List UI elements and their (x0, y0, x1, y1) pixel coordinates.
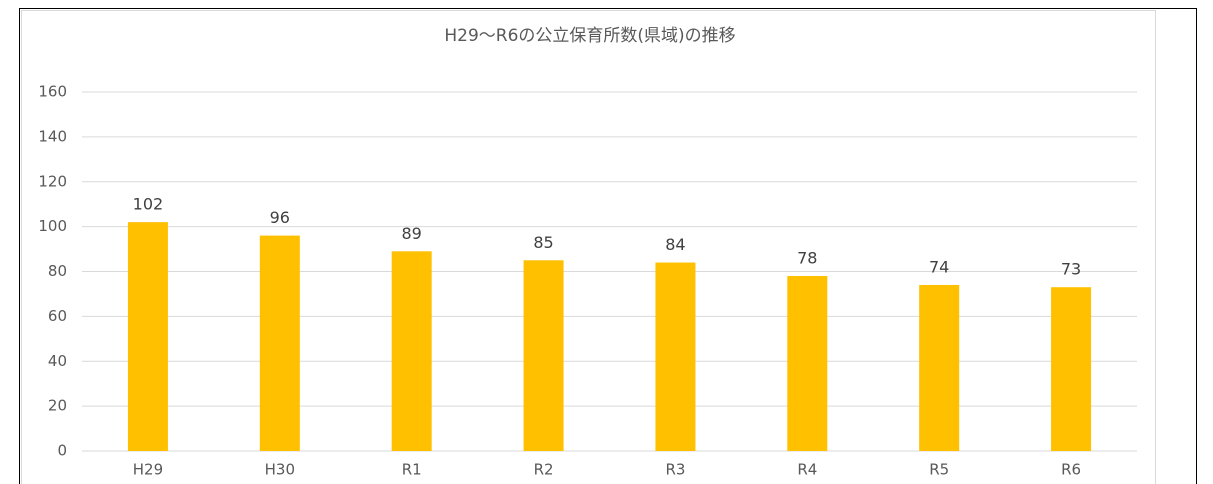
chart-frame (21, 10, 1156, 484)
y-tick-label: 160 (38, 83, 67, 101)
bar (127, 222, 168, 451)
data-label: 102 (133, 195, 164, 214)
data-label: 73 (1061, 260, 1081, 279)
y-tick-label: 100 (38, 217, 67, 235)
y-tick-label: 0 (57, 442, 67, 460)
x-tick-label: R2 (534, 461, 554, 479)
bar (1051, 287, 1092, 451)
bar (787, 275, 828, 451)
y-tick-label: 80 (48, 262, 67, 280)
x-tick-label: R3 (665, 461, 685, 479)
bar (391, 251, 432, 451)
y-tick-label: 120 (38, 172, 67, 190)
data-label: 84 (665, 235, 685, 254)
x-tick-label: R1 (402, 461, 422, 479)
y-tick-label: 20 (48, 397, 67, 415)
bar (259, 235, 300, 451)
outer-frame (19, 8, 1197, 484)
x-tick-label: H30 (265, 461, 295, 479)
data-label: 96 (270, 208, 290, 227)
x-tick-label: R4 (797, 461, 817, 479)
data-label: 74 (929, 257, 949, 276)
chart-title: H29〜R6の公立保育所数(県域)の推移 (444, 26, 735, 46)
bar (655, 262, 696, 451)
bar (919, 284, 960, 451)
y-tick-label: 140 (38, 127, 67, 145)
data-label: 78 (797, 248, 817, 267)
x-tick-label: R6 (1061, 461, 1081, 479)
y-tick-label: 60 (48, 307, 67, 325)
data-label: 89 (402, 224, 422, 243)
x-tick-label: H29 (133, 461, 163, 479)
y-tick-label: 40 (48, 352, 67, 370)
bar (523, 260, 564, 451)
data-label: 85 (533, 233, 553, 252)
x-tick-label: R5 (929, 461, 949, 479)
